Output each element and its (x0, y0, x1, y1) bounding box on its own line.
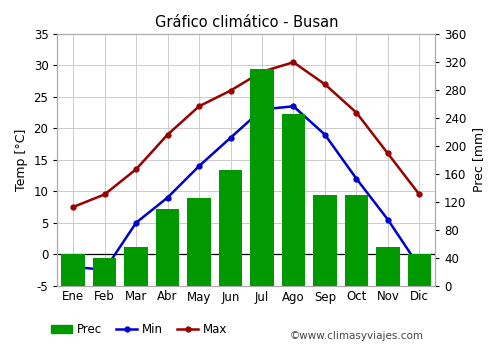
Text: ©www.climasyviajes.com: ©www.climasyviajes.com (290, 331, 424, 341)
Bar (156, 209, 180, 286)
Bar (93, 258, 116, 286)
Y-axis label: Prec [mm]: Prec [mm] (472, 127, 485, 192)
Y-axis label: Temp [°C]: Temp [°C] (15, 128, 28, 191)
Bar (376, 247, 400, 286)
Bar (313, 195, 336, 286)
Bar (282, 114, 305, 286)
Bar (250, 69, 274, 286)
Title: Gráfico climático - Busan: Gráfico climático - Busan (154, 15, 338, 30)
Bar (124, 247, 148, 286)
Bar (344, 195, 368, 286)
Bar (218, 170, 242, 286)
Bar (62, 254, 85, 286)
Bar (188, 198, 211, 286)
Legend: Prec, Min, Max: Prec, Min, Max (46, 318, 232, 341)
Bar (408, 254, 431, 286)
